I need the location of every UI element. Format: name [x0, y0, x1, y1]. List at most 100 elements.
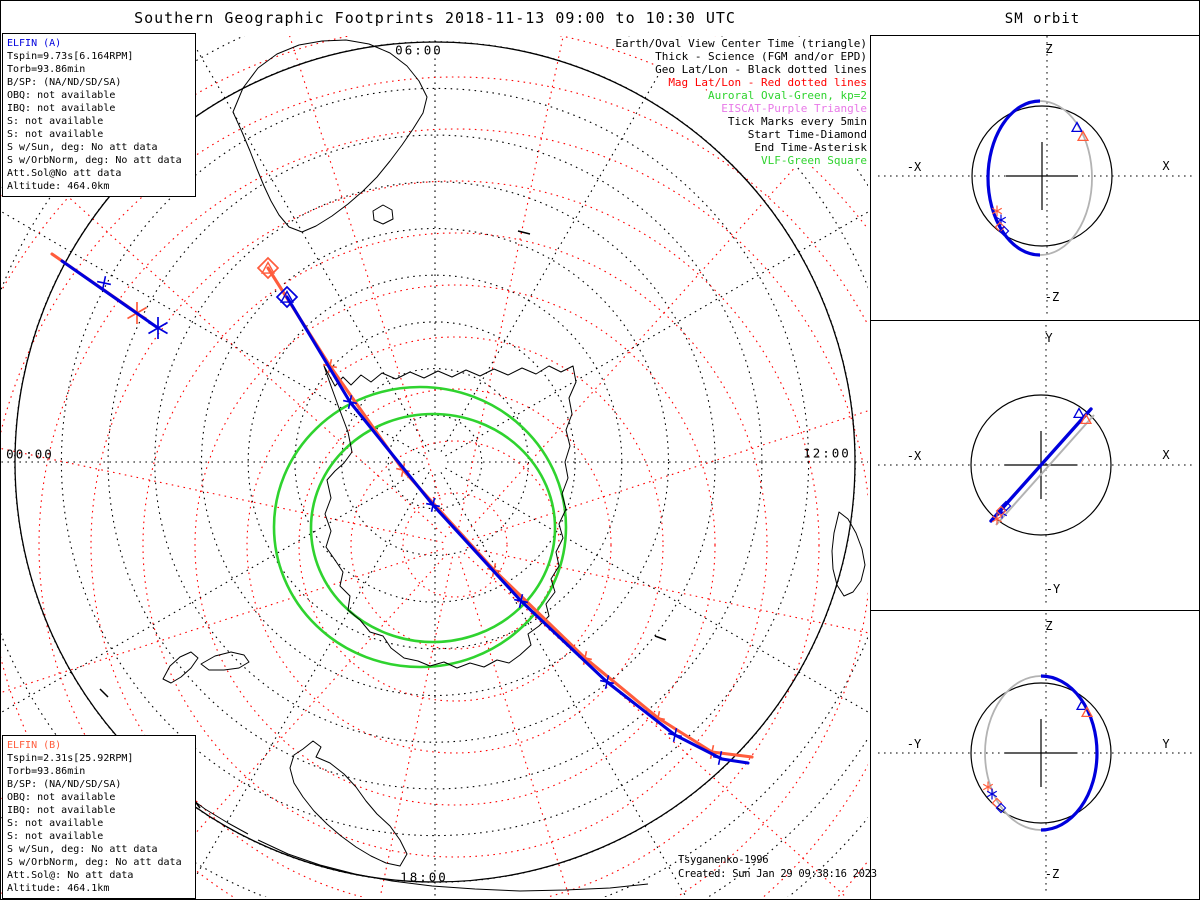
sm-panel-2-orbit-far-line	[995, 414, 1095, 526]
elfin-b-info-line: OBQ: not available	[7, 792, 116, 803]
elfin-a-title: ELFIN (A)	[7, 38, 62, 49]
panel1-axis-top: Z	[1045, 42, 1053, 56]
legend-item: Thick - Science (FGM and/or EPD)	[654, 50, 868, 63]
sm-panel-1-end-time-asterisk	[991, 207, 1003, 215]
legend-item: EISCAT-Purple Triangle	[720, 102, 868, 115]
legend-row: VLF-Green Square	[560, 154, 868, 167]
sm-panel-2-start-time-diamond	[1000, 500, 1012, 512]
elfin-a-info-line: B/SP: (NA/ND/SD/SA)	[7, 77, 122, 88]
panel2-axis-bottom: -Y	[1045, 582, 1061, 596]
panel1-axis-left: -X	[906, 160, 922, 174]
sm-panel-2-earth-circle	[970, 394, 1112, 536]
sm-orbit-title: SM orbit	[1004, 11, 1081, 27]
five-min-tick	[599, 674, 615, 690]
geo-grid-circle	[341, 368, 529, 556]
geo-grid-circle	[294, 321, 576, 603]
page-title: Southern Geographic Footprints 2018-11-1…	[134, 9, 736, 27]
elfin-a-info-line: Torb=93.86min	[7, 64, 86, 75]
elfin-a-info-line: S w/OrbNorm, deg: No att data	[7, 155, 182, 166]
geo-grid-circle	[154, 181, 716, 743]
elfin-b-title: ELFIN (B)	[7, 740, 62, 751]
sm-panel-1-earth-circle	[971, 105, 1113, 247]
sm-panel-3-center-time-triangle	[1075, 699, 1089, 711]
legend-item: Auroral Oval-Green, kp=2	[707, 89, 868, 102]
map-boundary-circle	[14, 41, 856, 883]
five-min-tick	[712, 750, 728, 766]
footprint-track	[266, 266, 754, 759]
center-time-triangle	[279, 290, 295, 303]
legend-row: Start Time-Diamond	[560, 128, 868, 141]
legend-row: Thick - Science (FGM and/or EPD)	[560, 50, 868, 63]
satellite-footprints	[50, 252, 754, 766]
sm-panel-3-center-time-triangle	[1080, 706, 1094, 718]
auroral-oval-inner	[309, 412, 557, 644]
legend-row: EISCAT-Purple Triangle	[560, 102, 868, 115]
local-time-label-06: 06:00	[395, 42, 443, 58]
elfin-a-info-line: IBQ: not available	[7, 103, 116, 114]
sm-panel-1-center-time-triangle	[1070, 121, 1084, 133]
local-time-label-12: 12:00	[803, 445, 851, 461]
elfin-b-info-line: B/SP: (NA/ND/SD/SA)	[7, 779, 122, 790]
mag-grid-circle	[402, 492, 508, 598]
sm-panel-1-end-time-asterisk	[995, 216, 1007, 224]
elfin-b-info-line: Att.Sol@: No att data	[7, 870, 134, 881]
start-time-diamond	[256, 256, 280, 280]
sm-panel-1-start-time-diamond	[998, 225, 1010, 237]
panel2-axis-left: -X	[906, 449, 922, 463]
coastline-island	[372, 204, 394, 225]
legend-row: Geo Lat/Lon - Black dotted lines	[560, 63, 868, 76]
auroral-oval-outer	[272, 385, 568, 669]
panel2-axis-right: X	[1162, 448, 1170, 462]
sm-panel-1-center-time-triangle	[1076, 130, 1090, 142]
panel3-axis-bottom: -Z	[1044, 867, 1060, 881]
footprint-track-end-segment	[60, 259, 160, 330]
mag-grid-circle	[90, 180, 820, 897]
sm-panel-3-orbit-far-arc	[984, 675, 1042, 831]
sm-panel-3-end-time-asterisk	[986, 790, 998, 798]
coastline-africa	[232, 39, 428, 233]
legend-item: Start Time-Diamond	[746, 128, 868, 141]
elfin-a-info-line: S: not available	[7, 129, 104, 140]
five-min-tick	[425, 497, 441, 513]
panel1-axis-bottom: -Z	[1044, 290, 1060, 304]
elfin-b-info-line: S: not available	[7, 831, 104, 842]
local-time-label-00: 00:00	[6, 446, 54, 462]
coastline-new-zealand	[162, 651, 250, 684]
created-label: Created: Sun Jan 29 09:38:16 2023	[678, 868, 877, 880]
mag-grid-circle	[142, 232, 768, 858]
legend-item: Geo Lat/Lon - Black dotted lines	[654, 63, 868, 76]
legend-item: Tick Marks every 5min	[726, 115, 868, 128]
panel-dividers	[870, 35, 1199, 899]
model-label: Tsyganenko-1996	[678, 854, 769, 866]
sm-panel-2-end-time-asterisk	[991, 515, 1003, 523]
panel2-axis-top: Y	[1045, 331, 1053, 345]
five-min-tick	[667, 727, 683, 743]
elfin-a-info-line: Tspin=9.73s[6.164RPM]	[7, 51, 134, 62]
sm-panel-1-orbit-far-arc	[1039, 100, 1093, 256]
legend-row: Mag Lat/Lon - Red dotted lines	[560, 76, 868, 89]
legend-row: Auroral Oval-Green, kp=2	[560, 89, 868, 102]
elfin-b-info-line: IBQ: not available	[7, 805, 116, 816]
legend-item: End Time-Asterisk	[753, 141, 868, 154]
coastline-antarctica	[323, 365, 577, 669]
sm-orbit-panels	[878, 36, 1196, 895]
coastline-madagascar	[831, 511, 866, 597]
elfin-a-info-line: Att.Sol@No att data	[7, 168, 122, 179]
footprint-track	[285, 295, 750, 765]
elfin-a-info-line: Altitude: 464.0km	[7, 181, 110, 192]
five-min-tick	[513, 593, 529, 609]
legend-item: Mag Lat/Lon - Red dotted lines	[667, 76, 868, 89]
start-time-diamond	[275, 285, 299, 309]
auroral-oval	[272, 385, 568, 669]
elfin-b-info-box: ELFIN (B) Tspin=2.31s[25.92RPM] Torb=93.86…	[2, 735, 196, 899]
elfin-a-info-line: S: not available	[7, 116, 104, 127]
legend-row: Earth/Oval View Center Time (triangle)	[560, 37, 868, 50]
elfin-a-info-line: OBQ: not available	[7, 90, 116, 101]
sm-panel-2-center-time-triangle	[1079, 413, 1093, 425]
mag-grid-circle	[246, 336, 664, 754]
legend-item: VLF-Green Square	[760, 154, 868, 167]
five-min-tick	[342, 394, 358, 410]
panel3-axis-top: Z	[1045, 619, 1053, 633]
sm-panel-2-center-time-triangle	[1072, 407, 1086, 419]
geo-grid-circle	[200, 227, 670, 697]
